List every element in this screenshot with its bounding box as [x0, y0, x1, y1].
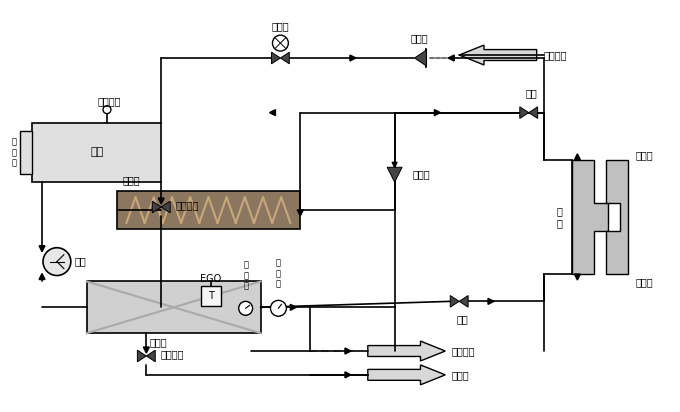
Circle shape [239, 301, 252, 315]
Polygon shape [575, 274, 580, 280]
Text: 冷卻水進: 冷卻水進 [543, 50, 567, 60]
Polygon shape [290, 304, 296, 310]
FancyBboxPatch shape [116, 191, 301, 229]
Polygon shape [392, 162, 397, 167]
Text: 油箱: 油箱 [90, 147, 103, 157]
Polygon shape [448, 55, 454, 61]
FancyBboxPatch shape [32, 122, 161, 182]
FancyBboxPatch shape [20, 131, 32, 174]
FancyBboxPatch shape [201, 286, 221, 306]
Text: T: T [208, 291, 214, 302]
Polygon shape [345, 372, 351, 378]
FancyBboxPatch shape [87, 281, 260, 333]
Polygon shape [459, 295, 468, 307]
Text: 球閥: 球閥 [456, 314, 468, 324]
Text: 加熱器: 加熱器 [150, 337, 167, 347]
Text: 冷卻器: 冷卻器 [122, 175, 140, 185]
Text: 感
溫
計: 感 溫 計 [243, 261, 248, 290]
Polygon shape [345, 348, 351, 354]
Polygon shape [158, 198, 164, 204]
Polygon shape [146, 350, 155, 362]
Circle shape [271, 300, 286, 316]
Polygon shape [161, 201, 170, 213]
Polygon shape [280, 52, 290, 64]
Polygon shape [350, 55, 356, 61]
Text: 壓
力
錶: 壓 力 錶 [276, 259, 281, 288]
Polygon shape [459, 45, 537, 65]
Polygon shape [368, 341, 445, 361]
Polygon shape [39, 274, 45, 279]
Text: 排油球閥: 排油球閥 [175, 200, 199, 210]
Polygon shape [529, 107, 538, 118]
Text: 液
位
鏡: 液 位 鏡 [11, 138, 16, 167]
Polygon shape [573, 160, 608, 274]
Text: 排油球閥: 排油球閥 [160, 349, 184, 359]
Polygon shape [606, 160, 628, 274]
Polygon shape [488, 298, 494, 304]
Polygon shape [269, 110, 275, 116]
Polygon shape [575, 154, 580, 160]
Polygon shape [137, 350, 146, 362]
Polygon shape [450, 295, 459, 307]
Text: 旁通閥: 旁通閥 [413, 169, 430, 179]
Polygon shape [39, 246, 45, 252]
Polygon shape [387, 167, 402, 182]
Text: 模具回: 模具回 [636, 150, 653, 160]
Text: 球閥: 球閥 [526, 88, 538, 98]
Text: 排油口: 排油口 [452, 370, 469, 380]
Polygon shape [271, 52, 280, 64]
Text: 液位閥關: 液位閥關 [97, 96, 121, 106]
Polygon shape [415, 50, 426, 66]
Polygon shape [520, 107, 529, 118]
Text: 模
具: 模 具 [556, 206, 562, 228]
Text: 過濾器: 過濾器 [411, 33, 428, 43]
Text: 冷卻水出: 冷卻水出 [452, 346, 475, 356]
Text: 至模具: 至模具 [636, 277, 653, 287]
Polygon shape [143, 347, 150, 353]
Polygon shape [152, 201, 161, 213]
Text: EGO: EGO [200, 274, 222, 283]
Text: 電磁閥: 電磁閥 [271, 21, 289, 31]
Polygon shape [435, 110, 441, 116]
Circle shape [43, 248, 71, 276]
Text: 泵浦: 泵浦 [75, 257, 86, 267]
Polygon shape [297, 210, 303, 216]
Polygon shape [368, 365, 445, 385]
